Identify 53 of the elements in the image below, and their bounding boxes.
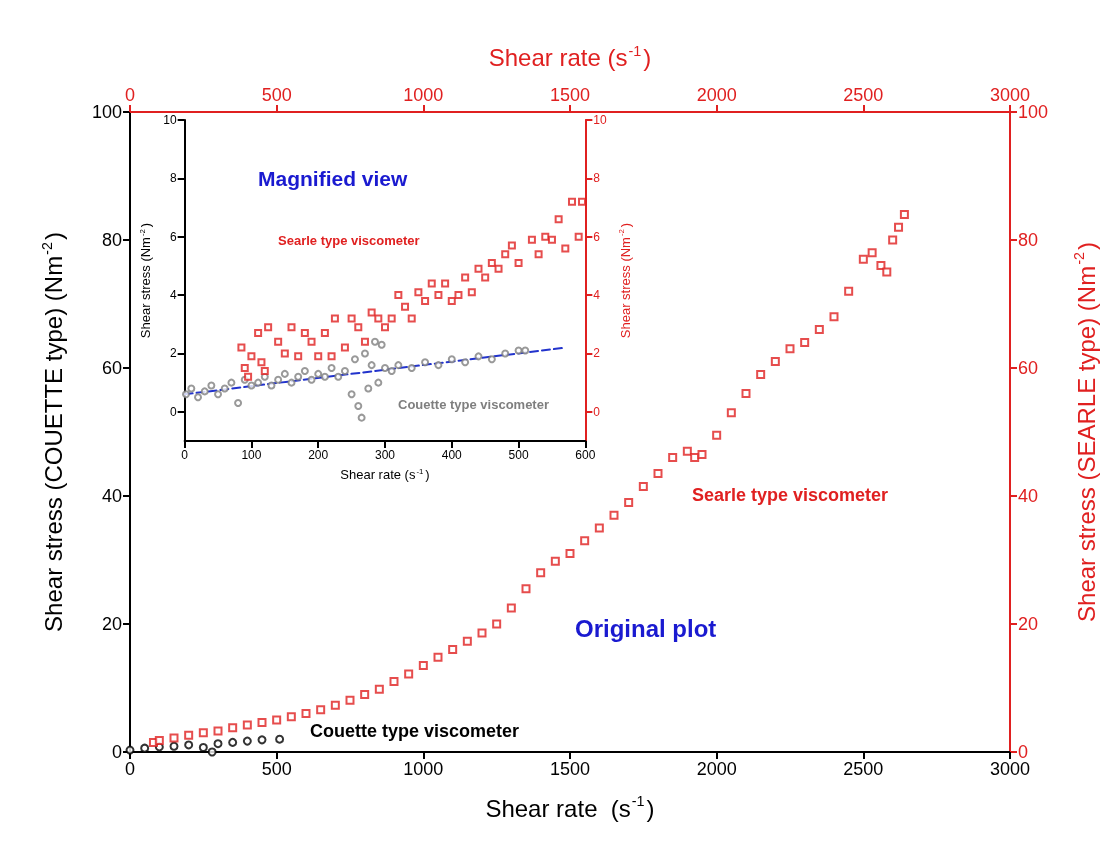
x2-tick-label: 1500 (549, 85, 591, 105)
y2-tick-label: 0 (593, 404, 601, 419)
y2-tick-label: 10 (593, 113, 608, 127)
x-tick-label: 1000 (403, 759, 444, 779)
y2-tick-label: 80 (1018, 230, 1039, 250)
series-label: Searle type viscometer (692, 485, 889, 505)
annotation: Original plot (575, 614, 717, 642)
y-axis-title: Shear stress (COUETTE type) (Nm-2) (38, 232, 68, 632)
x-tick-label: 600 (575, 448, 596, 462)
x-tick-label: 200 (308, 448, 329, 462)
x-tick-label: 1500 (549, 759, 591, 779)
y2-tick-label: 2 (593, 346, 601, 361)
series-label: Couette type viscometer (310, 721, 520, 741)
y-tick-label: 2 (169, 346, 177, 361)
x-tick-label: 400 (441, 448, 463, 462)
x2-tick-label: 2000 (696, 85, 737, 105)
x-tick-label: 0 (124, 759, 136, 779)
x2-tick-label: 0 (124, 85, 136, 105)
x-tick-label: 500 (508, 448, 529, 462)
y-tick-label: 40 (101, 486, 122, 506)
x-tick-label: 0 (181, 448, 189, 462)
y-tick-label: 0 (169, 404, 177, 419)
x-tick-label: 300 (374, 448, 396, 462)
y-tick-label: 6 (169, 229, 177, 244)
y2-tick-label: 6 (593, 229, 601, 244)
y-tick-label: 20 (101, 614, 122, 634)
y-tick-label: 0 (111, 742, 122, 762)
y-tick-label: 4 (169, 288, 177, 303)
x-tick-label: 3000 (989, 759, 1031, 779)
x-tick-label: 100 (241, 448, 262, 462)
x-tick-label: 2500 (843, 759, 884, 779)
y2-tick-label: 40 (1018, 486, 1039, 506)
text: Searle type viscometer (278, 233, 420, 248)
y-tick-label: 100 (91, 102, 122, 122)
y2-tick-label: 4 (593, 288, 601, 303)
y2-tick-label: 60 (1018, 358, 1039, 378)
y-tick-label: 10 (163, 113, 177, 127)
x-tick-label: 2000 (696, 759, 737, 779)
x-tick-label: 500 (261, 759, 292, 779)
annotation: Magnified view (258, 167, 409, 190)
y-tick-label: 60 (101, 358, 122, 378)
x2-tick-label: 1000 (403, 85, 444, 105)
y2-tick-label: 100 (1018, 102, 1049, 122)
y-tick-label: 8 (169, 171, 177, 186)
x2-tick-label: 2500 (843, 85, 884, 105)
y2-tick-label: 20 (1018, 614, 1039, 634)
y2-tick-label: 0 (1018, 742, 1029, 762)
x2-tick-label: 3000 (989, 85, 1031, 105)
y2-tick-label: 8 (593, 171, 601, 186)
y2-axis-title: Shear stress (SEARLE type) (Nm-2) (1071, 242, 1100, 622)
series-label: Couette type viscometer (398, 397, 549, 412)
x2-tick-label: 500 (261, 85, 292, 105)
y-tick-label: 80 (101, 230, 122, 250)
